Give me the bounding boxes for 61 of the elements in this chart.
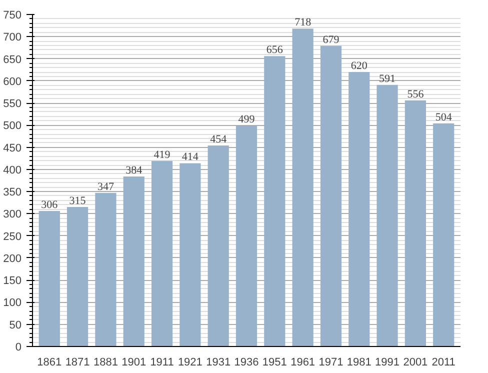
bar xyxy=(151,161,173,346)
data-label: 315 xyxy=(69,195,86,208)
data-label: 454 xyxy=(210,134,228,146)
x-tick-label: 1971 xyxy=(318,356,344,368)
bar xyxy=(95,192,116,346)
y-tick-label: 150 xyxy=(3,275,22,288)
bar xyxy=(376,84,398,346)
y-tick-label: 100 xyxy=(3,297,22,310)
y-tick-label: 450 xyxy=(3,142,22,154)
x-tick-label: 1951 xyxy=(262,356,287,368)
x-tick-label: 1901 xyxy=(122,356,146,368)
bar xyxy=(433,123,454,346)
y-tick-label: 500 xyxy=(3,120,22,132)
bar xyxy=(404,100,426,346)
data-label: 504 xyxy=(435,111,452,124)
data-label: 679 xyxy=(322,34,340,46)
data-label: 384 xyxy=(126,164,143,177)
y-tick-label: 400 xyxy=(3,164,22,176)
data-label: 499 xyxy=(238,114,256,126)
data-label: 347 xyxy=(97,180,114,193)
data-label: 414 xyxy=(182,151,199,164)
y-tick-label: 550 xyxy=(3,98,22,110)
y-tick-label: 200 xyxy=(3,252,22,265)
y-tick-label: 250 xyxy=(3,230,22,243)
x-tick-label: 2011 xyxy=(432,356,456,368)
x-tick-label: 1991 xyxy=(375,356,400,368)
bar xyxy=(320,46,342,346)
data-label: 591 xyxy=(379,72,396,85)
x-tick-label: 1921 xyxy=(178,356,202,368)
data-label: 718 xyxy=(294,16,312,29)
bar xyxy=(348,72,370,346)
x-tick-label: 1911 xyxy=(150,356,174,368)
y-tick-label: 650 xyxy=(3,54,22,66)
x-tick-label: 1936 xyxy=(234,356,259,368)
y-tick-label: 350 xyxy=(3,186,22,199)
bar xyxy=(66,207,88,346)
x-tick-label: 1931 xyxy=(206,356,231,368)
x-tick-label: 1861 xyxy=(37,356,62,368)
bar xyxy=(123,176,144,346)
y-tick-label: 300 xyxy=(3,208,22,221)
x-tick-label: 1881 xyxy=(93,356,118,368)
bar xyxy=(38,211,60,346)
data-label: 620 xyxy=(350,60,368,72)
bar xyxy=(264,56,286,346)
x-tick-label: 1981 xyxy=(346,356,372,368)
bar xyxy=(236,126,258,346)
x-tick-label: 1871 xyxy=(65,356,90,368)
x-tick-label: 2001 xyxy=(403,356,428,368)
data-label: 556 xyxy=(407,88,424,100)
data-label: 419 xyxy=(154,149,171,162)
x-tick-label: 1961 xyxy=(290,356,316,368)
bar xyxy=(292,28,314,346)
y-tick-label: 600 xyxy=(3,76,22,88)
bar xyxy=(180,163,201,346)
bar xyxy=(208,146,229,346)
data-label: 656 xyxy=(266,44,284,56)
data-label: 306 xyxy=(41,199,58,212)
y-tick-label: 750 xyxy=(3,10,22,22)
y-tick-label: 0 xyxy=(15,342,22,354)
y-tick-label: 50 xyxy=(9,319,22,332)
y-tick-label: 700 xyxy=(3,32,22,44)
